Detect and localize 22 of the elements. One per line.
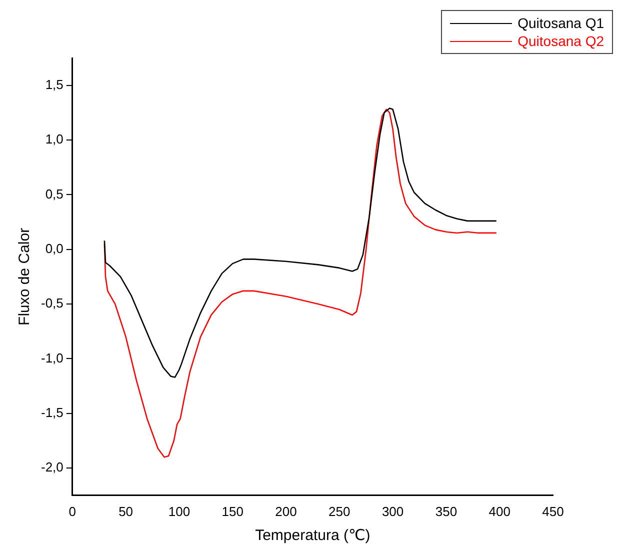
x-tick-label: 0	[68, 504, 76, 519]
x-axis-title: Temperatura (℃)	[255, 527, 370, 544]
y-tick-label: 0,5	[45, 186, 64, 202]
x-tick-label: 300	[382, 504, 404, 519]
x-tick-label: 150	[222, 504, 244, 519]
x-tick-label: 100	[168, 504, 190, 519]
legend-label: Quitosana Q2	[518, 32, 604, 50]
x-tick-label: 50	[118, 504, 134, 519]
y-axis-title: Fluxo de Calor	[16, 228, 34, 326]
x-tick-label: 200	[275, 504, 297, 519]
y-tick-label: 1,5	[45, 76, 64, 92]
y-tick-label: 1,0	[45, 132, 64, 147]
x-tick-label: 350	[435, 504, 458, 519]
y-tick-label: 0,0	[45, 240, 64, 256]
x-tick-label: 450	[542, 504, 564, 519]
y-tick-label: -1,0	[40, 350, 64, 366]
legend-label: Quitosana Q1	[518, 14, 604, 32]
y-tick-label: -0,5	[40, 296, 64, 311]
x-tick-label: 400	[488, 504, 510, 519]
y-tick-label: -1,5	[40, 404, 64, 420]
y-tick-label: -2,0	[40, 460, 64, 475]
x-tick-label: 250	[328, 504, 350, 519]
